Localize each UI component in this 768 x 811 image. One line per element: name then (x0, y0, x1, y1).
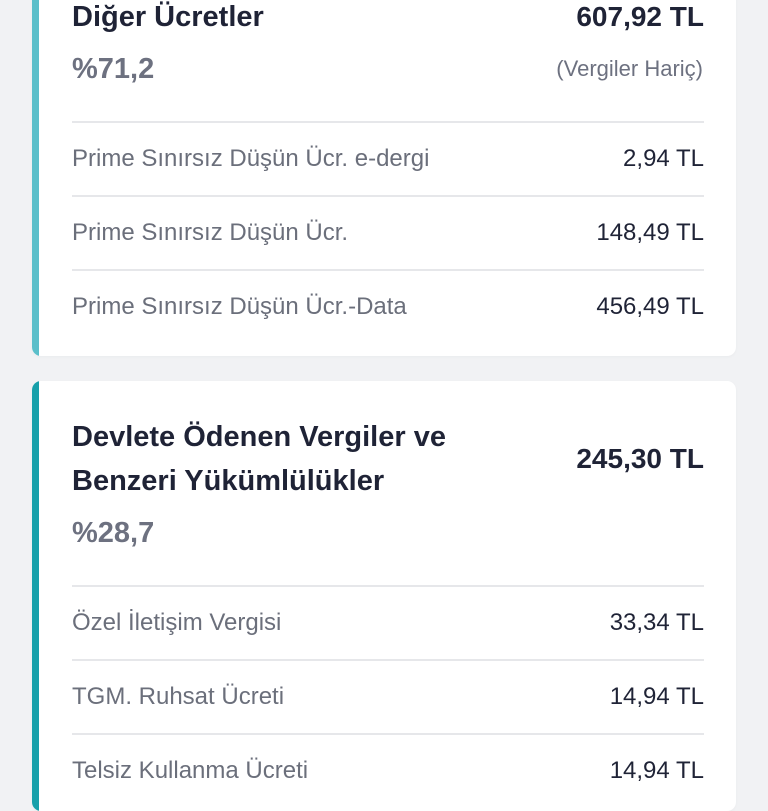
list-item: Telsiz Kullanma Ücreti 14,94 TL (72, 733, 704, 807)
card-amount: 245,30 TL (576, 443, 704, 474)
fee-list: Prime Sınırsız Düşün Ücr. e-dergi 2,94 TL… (72, 121, 704, 343)
item-label: TGM. Ruhsat Ücreti (72, 683, 285, 710)
card-title-line2: Benzeri Yükümlülükler (72, 465, 385, 497)
item-label: Prime Sınırsız Düşün Ücr.-Data (72, 293, 407, 320)
card-title: Diğer Ücretler (72, 1, 264, 33)
item-label: Prime Sınırsız Düşün Ücr. (72, 219, 349, 246)
item-value: 33,34 TL (609, 609, 704, 636)
list-item: Prime Sınırsız Düşün Ücr. 148,49 TL (72, 195, 704, 269)
card-accent-bar (32, 381, 39, 811)
item-label: Telsiz Kullanma Ücreti (72, 757, 309, 784)
item-value: 14,94 TL (609, 757, 704, 784)
card-accent-bar (32, 0, 39, 356)
list-item: Özel İletişim Vergisi 33,34 TL (72, 585, 704, 659)
card-percent: %71,2 (72, 53, 155, 85)
item-value: 456,49 TL (596, 293, 704, 320)
item-value: 14,94 TL (609, 683, 704, 710)
list-item: Prime Sınırsız Düşün Ücr.-Data 456,49 TL (72, 269, 704, 343)
card-title-line1: Devlete Ödenen Vergiler ve (72, 421, 446, 453)
item-label: Özel İletişim Vergisi (72, 609, 282, 636)
item-value: 148,49 TL (596, 219, 704, 246)
card-percent: %28,7 (72, 517, 155, 549)
list-item: TGM. Ruhsat Ücreti 14,94 TL (72, 659, 704, 733)
taxes-card: Devlete Ödenen Vergiler ve Benzeri Yüküm… (32, 381, 736, 811)
card-note: (Vergiler Hariç) (556, 56, 703, 81)
list-item: Prime Sınırsız Düşün Ücr. e-dergi 2,94 TL (72, 121, 704, 195)
card-amount: 607,92 TL (576, 1, 704, 32)
item-label: Prime Sınırsız Düşün Ücr. e-dergi (72, 145, 430, 172)
tax-list: Özel İletişim Vergisi 33,34 TL TGM. Ruhsa… (72, 585, 704, 807)
other-fees-card: Diğer Ücretler 607,92 TL %71,2 (Vergiler… (32, 0, 736, 356)
item-value: 2,94 TL (623, 145, 704, 172)
